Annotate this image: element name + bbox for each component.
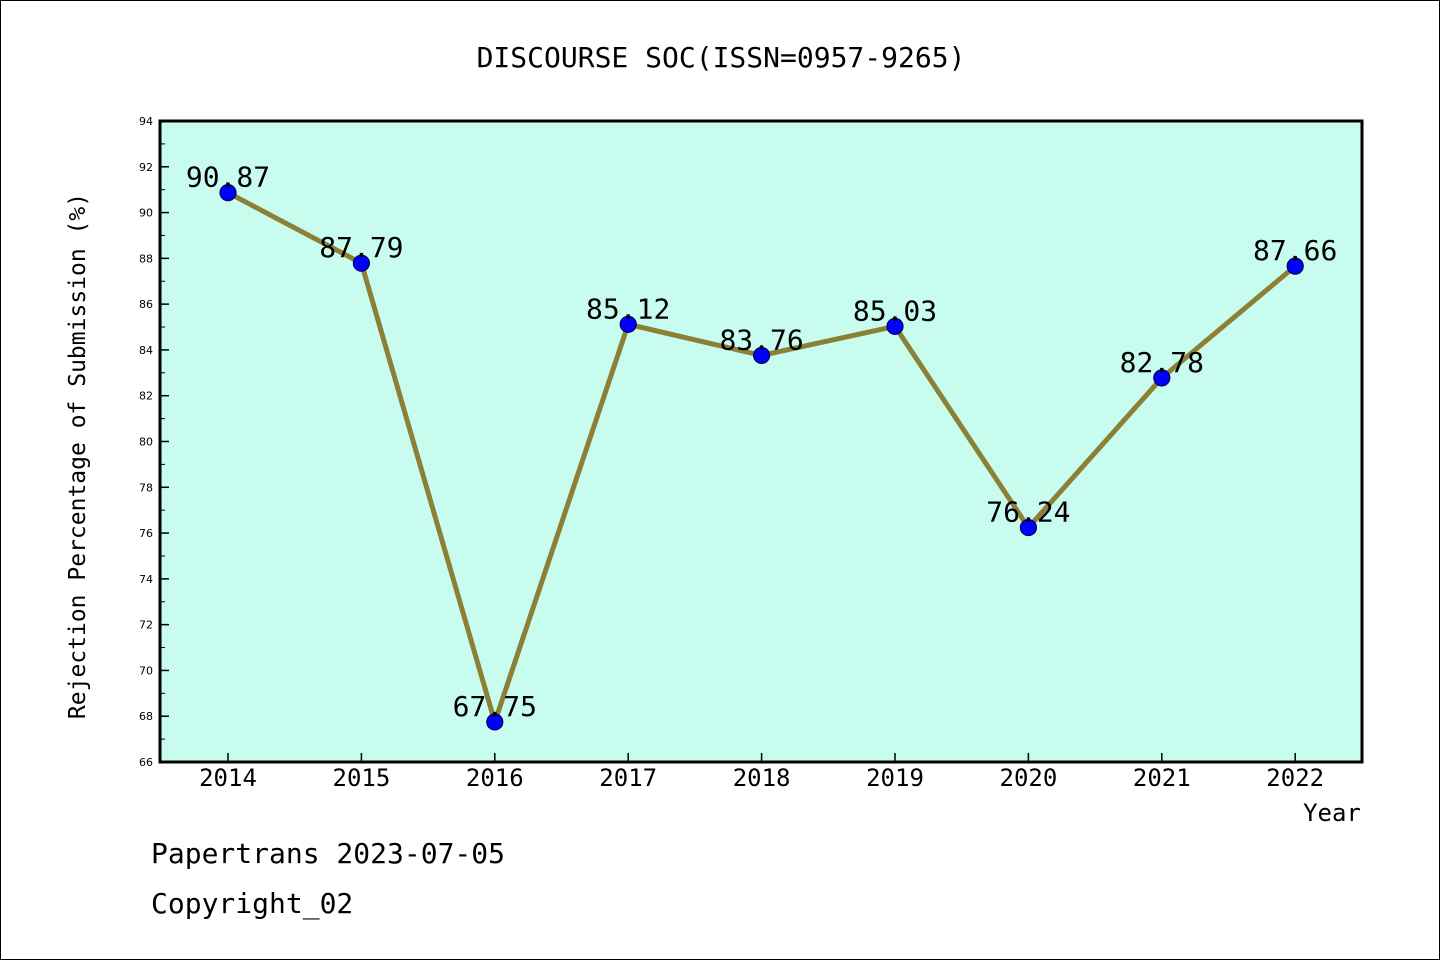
y-tick-label: 94 — [139, 115, 153, 128]
x-tick-label: 2020 — [1000, 764, 1058, 792]
data-point — [886, 317, 904, 335]
y-tick-label: 92 — [139, 161, 153, 174]
data-label: 76.24 — [986, 496, 1070, 529]
chart-title: DISCOURSE SOC(ISSN=0957-9265) — [477, 41, 966, 74]
data-labels: 90.87 87.79 67.75 85.12 83.76 85.03 76.24 82.78… — [186, 161, 1337, 723]
series — [219, 184, 1304, 731]
x-tick-label: 2014 — [199, 764, 257, 792]
data-point — [486, 713, 504, 731]
x-tick-label: 2018 — [733, 764, 791, 792]
y-tick-label: 72 — [139, 619, 153, 632]
data-label: 82.78 — [1120, 346, 1204, 379]
data-point — [1286, 257, 1304, 275]
data-point — [1019, 518, 1038, 537]
y-tick-label: 68 — [139, 710, 153, 723]
y-tick-label: 66 — [139, 756, 153, 769]
data-point — [352, 254, 370, 272]
x-tick-label: 2022 — [1266, 764, 1324, 792]
y-tick-label: 84 — [139, 344, 153, 357]
y-tick-label: 88 — [139, 252, 153, 265]
x-tick-label: 2019 — [866, 764, 924, 792]
y-tick-label: 80 — [139, 436, 153, 449]
y-tick-label: 70 — [139, 664, 153, 677]
data-point — [619, 315, 637, 333]
x-tick-label: 2017 — [599, 764, 657, 792]
footer-credit: Papertrans 2023-07-05 — [151, 837, 506, 870]
x-tick-label: 2021 — [1133, 764, 1191, 792]
y-axis-label: Rejection Percentage of Submission (%) — [65, 193, 91, 719]
data-label: 87.79 — [319, 231, 403, 264]
y-tick-label: 74 — [139, 573, 153, 586]
data-label: 90.87 — [186, 161, 270, 194]
y-tick-label: 82 — [139, 390, 153, 403]
data-point — [1153, 369, 1171, 387]
data-label: 67.75 — [453, 690, 537, 723]
data-label: 85.03 — [853, 294, 937, 327]
data-label: 87.66 — [1253, 234, 1337, 267]
x-tick-label: 2016 — [466, 764, 524, 792]
footer-copyright: Copyright_02 — [151, 887, 354, 920]
y-tick-label: 90 — [139, 207, 153, 220]
y-axis-ticks: 66 68 70 72 74 76 78 80 82 84 86 88 90 92 94 — [139, 115, 169, 769]
x-axis-ticks: 2014 2015 2016 2017 2018 2019 2020 2021 2022 — [199, 753, 1324, 792]
data-label: 83.76 — [719, 323, 803, 356]
y-tick-label: 76 — [139, 527, 153, 540]
data-point — [219, 184, 237, 202]
x-tick-label: 2015 — [333, 764, 391, 792]
y-tick-label: 78 — [139, 481, 153, 494]
data-point — [752, 346, 771, 365]
y-tick-label: 86 — [139, 298, 153, 311]
data-label: 85.12 — [586, 292, 670, 325]
x-axis-label: Year — [1303, 799, 1361, 827]
plot-area — [158, 119, 1364, 764]
